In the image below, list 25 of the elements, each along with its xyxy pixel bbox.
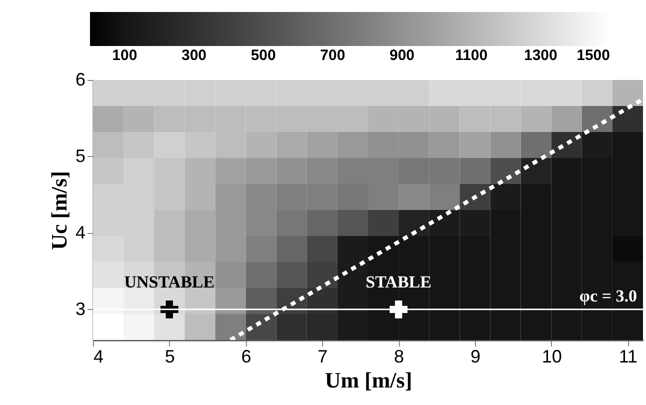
annotation: STABLE	[366, 272, 432, 292]
x-tick-label: 5	[164, 346, 175, 366]
y-tick-label: 6	[75, 70, 86, 90]
y-axis-title: Uc [m/s]	[46, 171, 72, 250]
x-tick-label: 8	[394, 346, 404, 366]
annotation: UNSTABLE	[124, 272, 215, 292]
color-bar-label: 1500	[576, 47, 610, 64]
x-tick-label: 10	[542, 346, 562, 366]
y-tick-label: 3	[75, 298, 86, 319]
color-bar-label: 100	[112, 47, 138, 64]
color-bar-label: 500	[250, 47, 276, 64]
x-tick-label: 9	[470, 346, 480, 366]
color-bar-label: 1300	[524, 47, 558, 64]
color-bar-label: 700	[320, 47, 346, 64]
y-tick-label: 4	[75, 222, 86, 242]
x-tick-label: 6	[241, 346, 252, 366]
x-tick-label: 11	[618, 346, 638, 366]
x-tick-label: 4	[94, 346, 104, 366]
color-bar-label: 1100	[455, 47, 488, 64]
x-tick-label: 7	[318, 346, 328, 366]
ref-line-label: φc = 3.0	[579, 286, 637, 306]
x-axis-title: Um [m/s]	[324, 368, 412, 392]
color-bar-label: 300	[181, 47, 207, 64]
color-bar-label: 900	[389, 47, 415, 64]
y-tick-label: 5	[75, 146, 86, 166]
